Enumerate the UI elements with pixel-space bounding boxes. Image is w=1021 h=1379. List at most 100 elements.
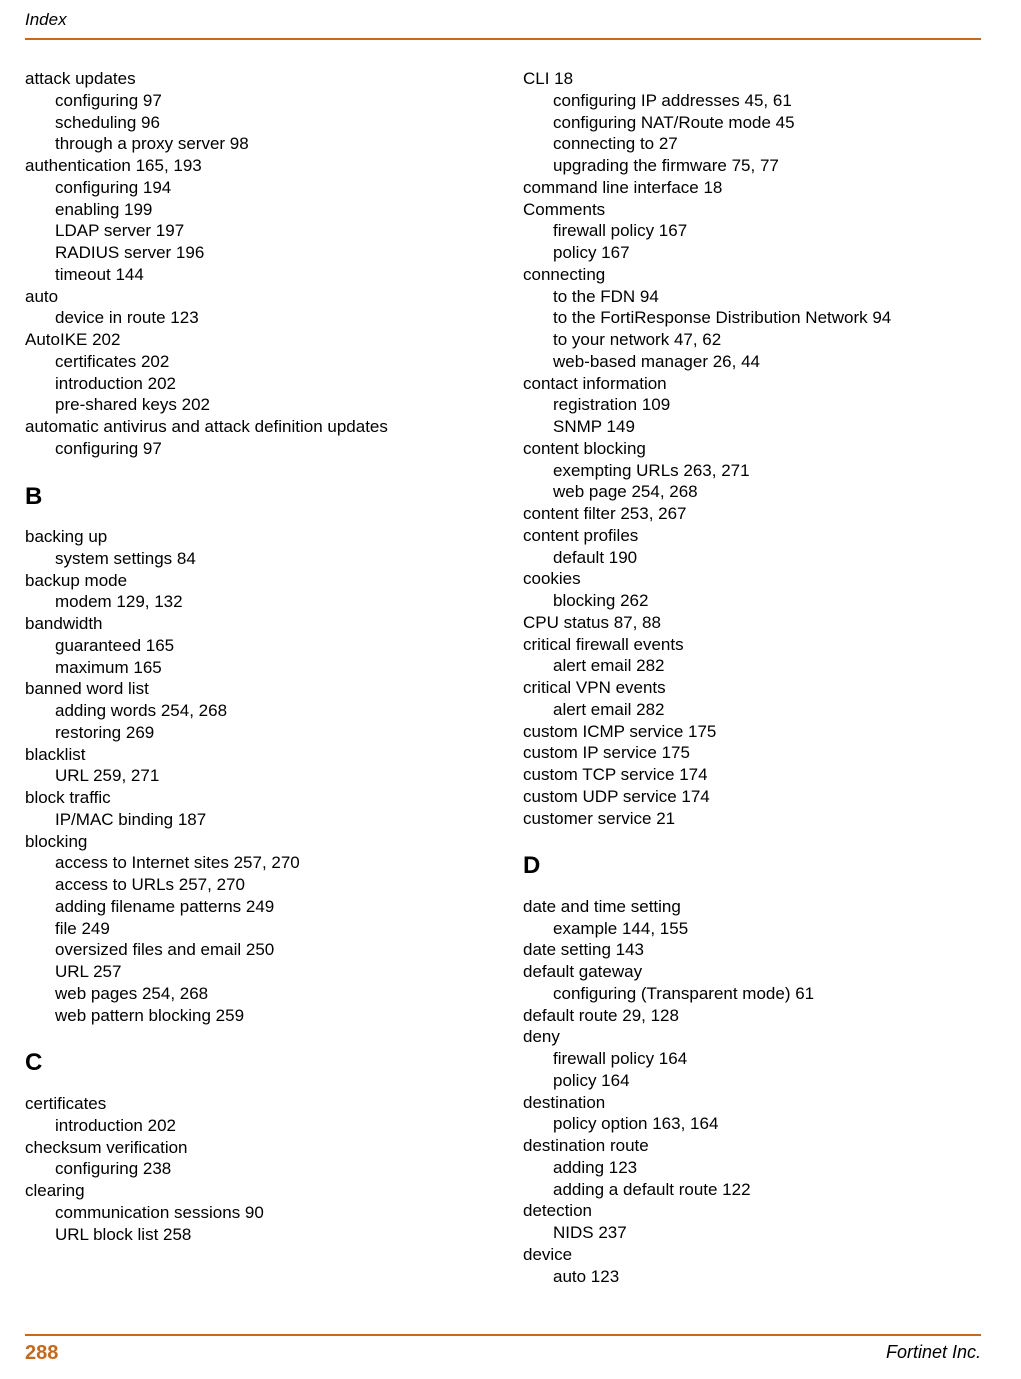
index-term: content filter 253, 267 bbox=[523, 503, 981, 525]
index-subentry: through a proxy server 98 bbox=[55, 133, 483, 155]
index-term: Comments bbox=[523, 199, 981, 221]
index-term: default gateway bbox=[523, 961, 981, 983]
index-subentry: registration 109 bbox=[553, 394, 981, 416]
index-subentry: pre-shared keys 202 bbox=[55, 394, 483, 416]
index-subentry: guaranteed 165 bbox=[55, 635, 483, 657]
index-term: custom UDP service 174 bbox=[523, 786, 981, 808]
index-term: block traffic bbox=[25, 787, 483, 809]
index-term: authentication 165, 193 bbox=[25, 155, 483, 177]
index-term: content profiles bbox=[523, 525, 981, 547]
index-term: CPU status 87, 88 bbox=[523, 612, 981, 634]
index-term: device bbox=[523, 1244, 981, 1266]
index-subentry: configuring 97 bbox=[55, 438, 483, 460]
index-term: contact information bbox=[523, 373, 981, 395]
index-subentry: configuring 194 bbox=[55, 177, 483, 199]
index-subentry: maximum 165 bbox=[55, 657, 483, 679]
index-subentry: firewall policy 167 bbox=[553, 220, 981, 242]
index-subentry: configuring 238 bbox=[55, 1158, 483, 1180]
index-subentry: introduction 202 bbox=[55, 1115, 483, 1137]
index-subentry: timeout 144 bbox=[55, 264, 483, 286]
index-subentry: web pages 254, 268 bbox=[55, 983, 483, 1005]
index-subentry: default 190 bbox=[553, 547, 981, 569]
index-subentry: policy 164 bbox=[553, 1070, 981, 1092]
index-subentry: web pattern blocking 259 bbox=[55, 1005, 483, 1027]
index-term: clearing bbox=[25, 1180, 483, 1202]
index-term: custom ICMP service 175 bbox=[523, 721, 981, 743]
index-term: deny bbox=[523, 1026, 981, 1048]
index-subentry: adding 123 bbox=[553, 1157, 981, 1179]
index-subentry: exempting URLs 263, 271 bbox=[553, 460, 981, 482]
footer-rule bbox=[25, 1334, 981, 1336]
index-subentry: firewall policy 164 bbox=[553, 1048, 981, 1070]
index-subentry: alert email 282 bbox=[553, 655, 981, 677]
index-subentry: access to Internet sites 257, 270 bbox=[55, 852, 483, 874]
index-subentry: enabling 199 bbox=[55, 199, 483, 221]
index-subentry: web-based manager 26, 44 bbox=[553, 351, 981, 373]
index-subentry: configuring NAT/Route mode 45 bbox=[553, 112, 981, 134]
index-term: content blocking bbox=[523, 438, 981, 460]
index-subentry: auto 123 bbox=[553, 1266, 981, 1288]
index-term: AutoIKE 202 bbox=[25, 329, 483, 351]
page-header: Index bbox=[25, 10, 981, 38]
index-subentry: example 144, 155 bbox=[553, 918, 981, 940]
index-subentry: LDAP server 197 bbox=[55, 220, 483, 242]
index-subentry: alert email 282 bbox=[553, 699, 981, 721]
index-term: backing up bbox=[25, 526, 483, 548]
index-subentry: to the FDN 94 bbox=[553, 286, 981, 308]
index-column-right: CLI 18configuring IP addresses 45, 61con… bbox=[523, 68, 981, 1287]
index-term: custom IP service 175 bbox=[523, 742, 981, 764]
index-term: default route 29, 128 bbox=[523, 1005, 981, 1027]
index-subentry: scheduling 96 bbox=[55, 112, 483, 134]
index-subentry: IP/MAC binding 187 bbox=[55, 809, 483, 831]
index-section-heading: C bbox=[25, 1048, 483, 1079]
index-columns: attack updatesconfiguring 97scheduling 9… bbox=[25, 40, 981, 1287]
index-term: date setting 143 bbox=[523, 939, 981, 961]
index-term: cookies bbox=[523, 568, 981, 590]
index-term: attack updates bbox=[25, 68, 483, 90]
page-number: 288 bbox=[25, 1342, 58, 1365]
index-term: connecting bbox=[523, 264, 981, 286]
index-subentry: SNMP 149 bbox=[553, 416, 981, 438]
index-subentry: to your network 47, 62 bbox=[553, 329, 981, 351]
index-section-heading: B bbox=[25, 482, 483, 513]
index-section-heading: D bbox=[523, 851, 981, 882]
footer-row: 288 Fortinet Inc. bbox=[25, 1342, 981, 1365]
index-subentry: communication sessions 90 bbox=[55, 1202, 483, 1224]
index-subentry: configuring (Transparent mode) 61 bbox=[553, 983, 981, 1005]
page-footer: 288 Fortinet Inc. bbox=[25, 1334, 981, 1365]
index-subentry: URL 259, 271 bbox=[55, 765, 483, 787]
index-subentry: access to URLs 257, 270 bbox=[55, 874, 483, 896]
index-subentry: upgrading the firmware 75, 77 bbox=[553, 155, 981, 177]
index-subentry: introduction 202 bbox=[55, 373, 483, 395]
index-subentry: oversized files and email 250 bbox=[55, 939, 483, 961]
index-subentry: restoring 269 bbox=[55, 722, 483, 744]
index-term: date and time setting bbox=[523, 896, 981, 918]
index-term: certificates bbox=[25, 1093, 483, 1115]
index-subentry: URL block list 258 bbox=[55, 1224, 483, 1246]
index-term: blocking bbox=[25, 831, 483, 853]
index-subentry: adding filename patterns 249 bbox=[55, 896, 483, 918]
index-term: checksum verification bbox=[25, 1137, 483, 1159]
index-term: command line interface 18 bbox=[523, 177, 981, 199]
index-subentry: system settings 84 bbox=[55, 548, 483, 570]
index-term: CLI 18 bbox=[523, 68, 981, 90]
header-title: Index bbox=[25, 10, 67, 29]
index-subentry: blocking 262 bbox=[553, 590, 981, 612]
index-column-left: attack updatesconfiguring 97scheduling 9… bbox=[25, 68, 483, 1287]
index-term: blacklist bbox=[25, 744, 483, 766]
index-subentry: adding a default route 122 bbox=[553, 1179, 981, 1201]
index-subentry: to the FortiResponse Distribution Networ… bbox=[553, 307, 981, 329]
index-subentry: configuring IP addresses 45, 61 bbox=[553, 90, 981, 112]
index-subentry: connecting to 27 bbox=[553, 133, 981, 155]
index-term: detection bbox=[523, 1200, 981, 1222]
index-subentry: policy 167 bbox=[553, 242, 981, 264]
index-subentry: policy option 163, 164 bbox=[553, 1113, 981, 1135]
index-term: bandwidth bbox=[25, 613, 483, 635]
index-subentry: configuring 97 bbox=[55, 90, 483, 112]
index-term: critical VPN events bbox=[523, 677, 981, 699]
index-term: banned word list bbox=[25, 678, 483, 700]
index-subentry: NIDS 237 bbox=[553, 1222, 981, 1244]
index-subentry: certificates 202 bbox=[55, 351, 483, 373]
index-subentry: RADIUS server 196 bbox=[55, 242, 483, 264]
index-term: destination bbox=[523, 1092, 981, 1114]
